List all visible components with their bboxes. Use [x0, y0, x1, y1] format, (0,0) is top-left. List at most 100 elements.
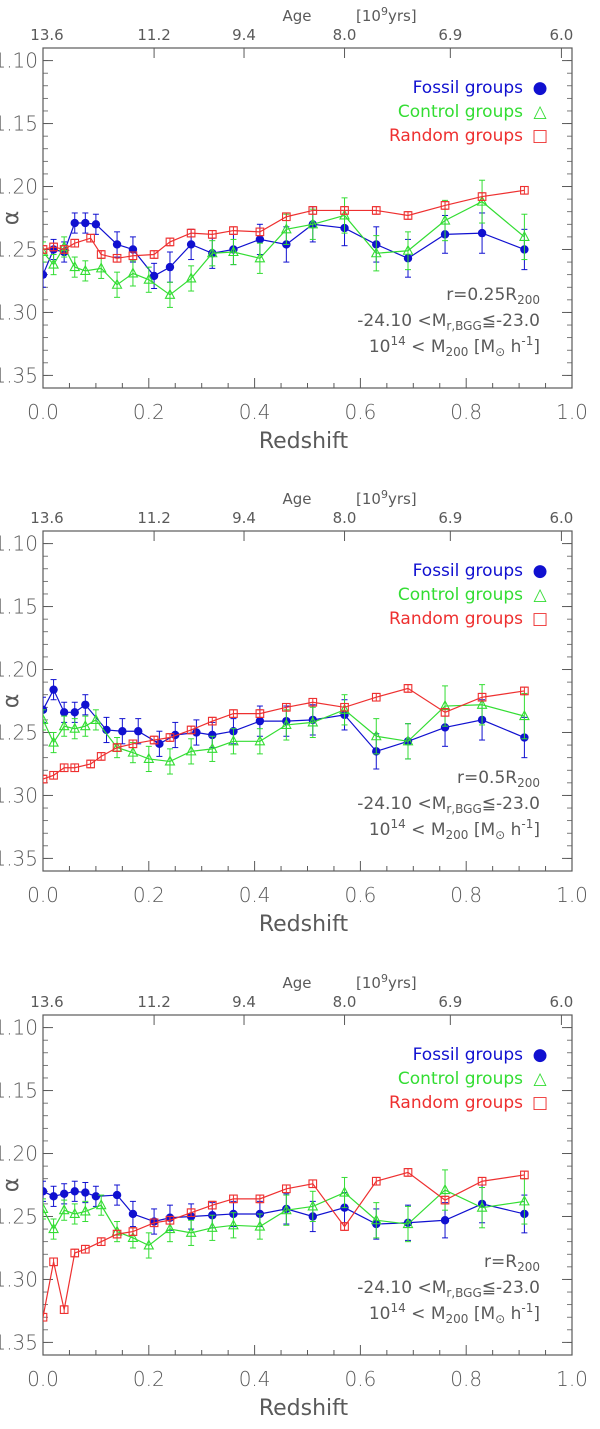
random-point: [49, 1257, 58, 1267]
legend-marker: △: [533, 102, 547, 122]
control-point: [228, 1219, 239, 1230]
x-tick-label: 1.0: [556, 400, 588, 424]
random-point: [403, 684, 413, 693]
y-tick-label: -1.10: [0, 1016, 38, 1040]
y-tick-label: -1.20: [0, 658, 38, 682]
top-tick-label: 9.4: [232, 993, 256, 1011]
x-tick-label: 0.0: [27, 400, 59, 424]
control-point: [476, 1201, 488, 1212]
control-point: [127, 267, 139, 278]
y-tick-label: -1.10: [0, 532, 38, 556]
top-tick-label: 6.9: [438, 509, 462, 527]
control-point: [206, 247, 218, 258]
random-point: [43, 774, 48, 784]
control-point: [280, 718, 292, 729]
annotation-magnitude: -24.10 <Mr,BGG≦-23.0: [357, 1278, 540, 1300]
control-point: [439, 214, 451, 225]
random-point: [281, 702, 291, 712]
legend-marker: □: [532, 126, 548, 146]
y-tick-label: -1.35: [0, 363, 38, 387]
top-tick-label: 11.2: [137, 993, 170, 1011]
y-tick-label: -1.35: [0, 1330, 38, 1354]
control-point: [95, 262, 107, 273]
random-point: [59, 763, 69, 773]
x-tick-label: 0.8: [450, 1367, 482, 1391]
control-line: [43, 704, 525, 763]
fossil-point: [255, 716, 265, 726]
random-point: [371, 206, 381, 215]
y-tick-label: -1.30: [0, 783, 38, 807]
fossil-point: [165, 262, 175, 272]
y-tick-label: -1.25: [0, 237, 38, 261]
control-point: [254, 735, 266, 746]
control-point: [58, 720, 70, 731]
series-layer: [43, 179, 530, 308]
random-point: [371, 1176, 381, 1186]
random-point: [440, 201, 450, 210]
fossil-line: [43, 688, 525, 753]
legend-label: Control groups: [398, 1069, 523, 1089]
x-tick-label: 0.8: [450, 883, 482, 907]
random-point: [128, 1227, 138, 1236]
top-axis-title: Age: [282, 490, 311, 508]
fossil-point: [102, 725, 111, 735]
control-point: [476, 698, 488, 709]
top-tick-label: 9.4: [232, 509, 256, 527]
series-layer: [43, 679, 530, 784]
random-point: [186, 228, 196, 238]
control-point: [164, 755, 176, 766]
y-tick-label: -1.30: [0, 1267, 38, 1291]
control-point: [280, 223, 292, 234]
random-point: [86, 759, 95, 769]
top-axis-unit: [109yrs]: [356, 488, 417, 508]
fossil-point: [59, 708, 69, 717]
x-tick-label: 1.0: [556, 883, 588, 907]
control-point: [164, 288, 176, 299]
x-tick-label: 0.6: [344, 1367, 376, 1391]
annotation-mass: 1014 < M200 [M⊙ h-1]: [369, 817, 540, 842]
control-point: [69, 1207, 81, 1219]
control-point: [518, 230, 530, 241]
x-axis-title: Redshift: [259, 1396, 349, 1421]
legend-label: Random groups: [389, 1093, 523, 1113]
random-point: [520, 1170, 529, 1180]
random-point: [477, 1176, 487, 1186]
y-axis-title: α: [0, 1178, 24, 1193]
random-point: [96, 250, 106, 259]
control-point: [79, 720, 91, 731]
control-point: [370, 247, 382, 258]
random-point: [70, 238, 80, 248]
control-point: [95, 1198, 107, 1210]
control-point: [228, 245, 239, 257]
control-point: [143, 752, 155, 763]
random-point: [70, 763, 80, 773]
control-point: [254, 252, 266, 263]
random-point: [96, 1237, 106, 1247]
fossil-point: [59, 1189, 69, 1199]
y-tick-label: -1.20: [0, 1142, 38, 1166]
legend-label: Control groups: [398, 102, 523, 122]
control-point: [307, 1200, 319, 1211]
control-point: [79, 264, 91, 275]
top-tick-label: 8.0: [333, 509, 357, 527]
x-tick-label: 0.4: [239, 1367, 271, 1391]
annotation-mass: 1014 < M200 [M⊙ h-1]: [369, 1301, 540, 1326]
random-point: [43, 1312, 48, 1322]
control-point: [439, 1183, 451, 1195]
control-point: [339, 703, 350, 714]
y-tick-label: -1.25: [0, 720, 38, 744]
control-point: [127, 746, 139, 757]
random-point: [207, 1200, 217, 1210]
x-tick-label: 0.0: [27, 883, 59, 907]
top-tick-label: 13.6: [30, 509, 63, 527]
random-line: [43, 189, 525, 259]
control-point: [185, 1226, 197, 1237]
random-point: [186, 1208, 196, 1218]
top-tick-label: 6.0: [549, 993, 573, 1011]
legend-marker: □: [532, 609, 548, 629]
control-point: [307, 218, 319, 229]
x-tick-label: 0.2: [133, 400, 165, 424]
panel-3: 0.0 0.2 0.4 0.6 0.8 1.0 Redshift -1.10 -1.15 -1.2…: [0, 972, 588, 1421]
control-point: [43, 713, 49, 724]
